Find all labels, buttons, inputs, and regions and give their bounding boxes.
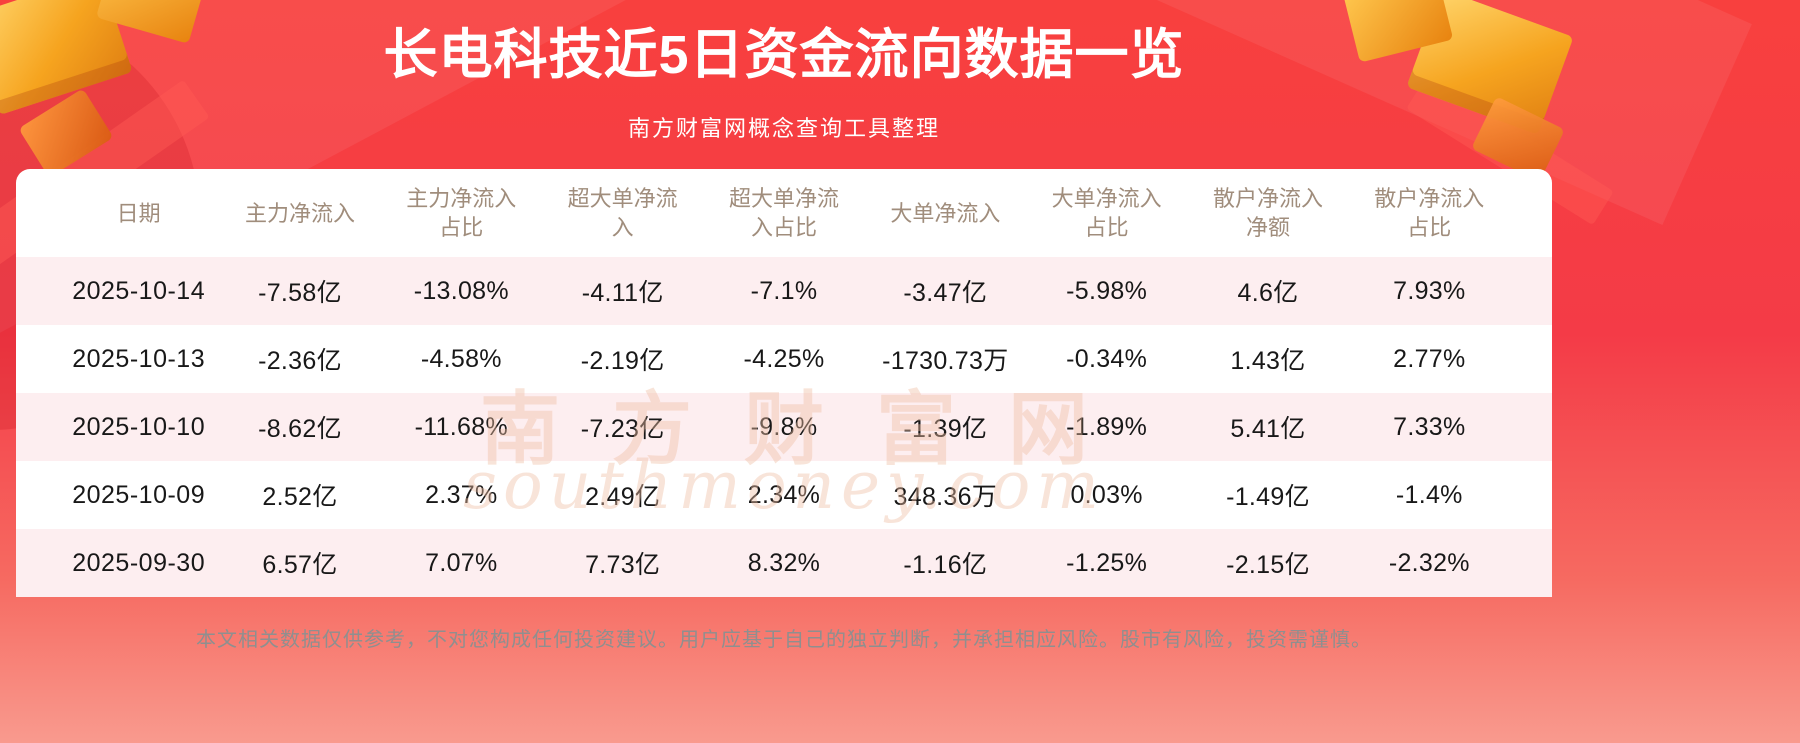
date-cell: 2025-10-14 bbox=[72, 276, 206, 305]
value-cell: -2.15亿 bbox=[1226, 551, 1310, 580]
table-row: 2025-10-14 -7.58亿 -13.08% -4.11亿 -7.1% -3.47亿… bbox=[16, 257, 1552, 326]
value-cell: 6.57亿 bbox=[262, 551, 338, 580]
table-row: 2025-10-10 -8.62亿 -11.68% -7.23亿 -9.8% -1.39亿… bbox=[16, 393, 1552, 462]
value-cell: -13.08% bbox=[413, 276, 509, 305]
page-subtitle: 南方财富网概念查询工具整理 bbox=[627, 116, 940, 142]
value-cell: 1.43亿 bbox=[1230, 347, 1306, 376]
date-cell: 2025-10-13 bbox=[72, 344, 206, 373]
column-header: 日期 bbox=[116, 200, 161, 226]
value-cell: -7.23亿 bbox=[580, 415, 665, 444]
value-cell: -3.47亿 bbox=[903, 279, 988, 308]
value-cell: -4.11亿 bbox=[581, 279, 664, 308]
value-cell: -2.36亿 bbox=[258, 347, 342, 376]
column-header: 主力净流入 bbox=[244, 200, 355, 226]
value-cell: 8.32% bbox=[747, 548, 821, 577]
column-header: 散户净流入净额 bbox=[1212, 185, 1323, 241]
table-row: 2025-10-13 -2.36亿 -4.58% -2.19亿 -4.25% -1730.… bbox=[16, 325, 1552, 394]
capital-flow-table: 日期 主力净流入 主力净流入占比 超大单净流入 超大单净流入占比 大单净流入 大单净流入占比… bbox=[16, 169, 1552, 598]
column-header: 主力净流入占比 bbox=[406, 185, 517, 241]
column-header: 超大单净流入占比 bbox=[728, 185, 839, 241]
table-body: 2025-10-14 -7.58亿 -13.08% -4.11亿 -7.1% -3.47亿… bbox=[16, 257, 1552, 598]
value-cell: 2.37% bbox=[425, 480, 498, 509]
table-header-row: 日期 主力净流入 主力净流入占比 超大单净流入 超大单净流入占比 大单净流入 大单净流入占比… bbox=[16, 169, 1552, 257]
value-cell: -0.34% bbox=[1066, 344, 1148, 373]
value-cell: 0.03% bbox=[1070, 480, 1143, 509]
date-cell: 2025-10-10 bbox=[72, 412, 206, 441]
column-header: 大单净流入 bbox=[890, 200, 1001, 226]
value-cell: -1.89% bbox=[1066, 412, 1148, 441]
date-cell: 2025-09-30 bbox=[72, 548, 206, 577]
value-cell: -1.25% bbox=[1066, 548, 1148, 577]
table-row: 2025-09-30 6.57亿 7.07% 7.73亿 8.32% -1.16亿 -1.2… bbox=[16, 529, 1552, 598]
column-header: 散户净流入占比 bbox=[1374, 185, 1485, 241]
date-cell: 2025-10-09 bbox=[72, 480, 206, 509]
value-cell: -1.49亿 bbox=[1226, 483, 1310, 512]
value-cell: -5.98% bbox=[1066, 276, 1148, 305]
value-cell: 2.77% bbox=[1393, 344, 1466, 373]
value-cell: 348.36万 bbox=[893, 483, 998, 512]
value-cell: -4.25% bbox=[743, 344, 825, 373]
column-header: 超大单净流入 bbox=[567, 185, 678, 241]
value-cell: -1.4% bbox=[1395, 480, 1463, 509]
value-cell: -9.8% bbox=[750, 412, 818, 441]
value-cell: 7.33% bbox=[1393, 412, 1466, 441]
value-cell: -2.19亿 bbox=[580, 347, 665, 376]
value-cell: -4.58% bbox=[420, 344, 502, 373]
value-cell: -11.68% bbox=[414, 412, 508, 441]
value-cell: -8.62亿 bbox=[258, 415, 342, 444]
value-cell: 2.52亿 bbox=[262, 483, 338, 512]
value-cell: -7.58亿 bbox=[258, 279, 342, 308]
value-cell: 4.6亿 bbox=[1237, 279, 1299, 308]
value-cell: -1730.73万 bbox=[882, 347, 1009, 376]
value-cell: 5.41亿 bbox=[1230, 415, 1306, 444]
value-cell: 7.93% bbox=[1393, 276, 1466, 305]
value-cell: -1.39亿 bbox=[903, 415, 988, 444]
value-cell: -1.16亿 bbox=[903, 551, 988, 580]
content-area: 长电科技近5日资金流向数据一览 南方财富网概念查询工具整理 日期 主力净流入 主力净… bbox=[16, 25, 1552, 652]
page-title: 长电科技近5日资金流向数据一览 bbox=[383, 25, 1185, 85]
value-cell: 7.07% bbox=[425, 548, 498, 577]
disclaimer-text: 本文相关数据仅供参考，不对您构成任何投资建议。用户应基于自己的独立判断，并承担相… bbox=[196, 629, 1372, 652]
value-cell: 7.73亿 bbox=[585, 551, 661, 580]
value-cell: 2.49亿 bbox=[585, 483, 661, 512]
value-cell: -7.1% bbox=[750, 276, 818, 305]
column-header: 大单净流入占比 bbox=[1051, 185, 1162, 241]
table-row: 2025-10-09 2.52亿 2.37% 2.49亿 2.34% 348.36万 0.0… bbox=[16, 461, 1552, 530]
value-cell: -2.32% bbox=[1388, 548, 1470, 577]
value-cell: 2.34% bbox=[747, 480, 821, 509]
